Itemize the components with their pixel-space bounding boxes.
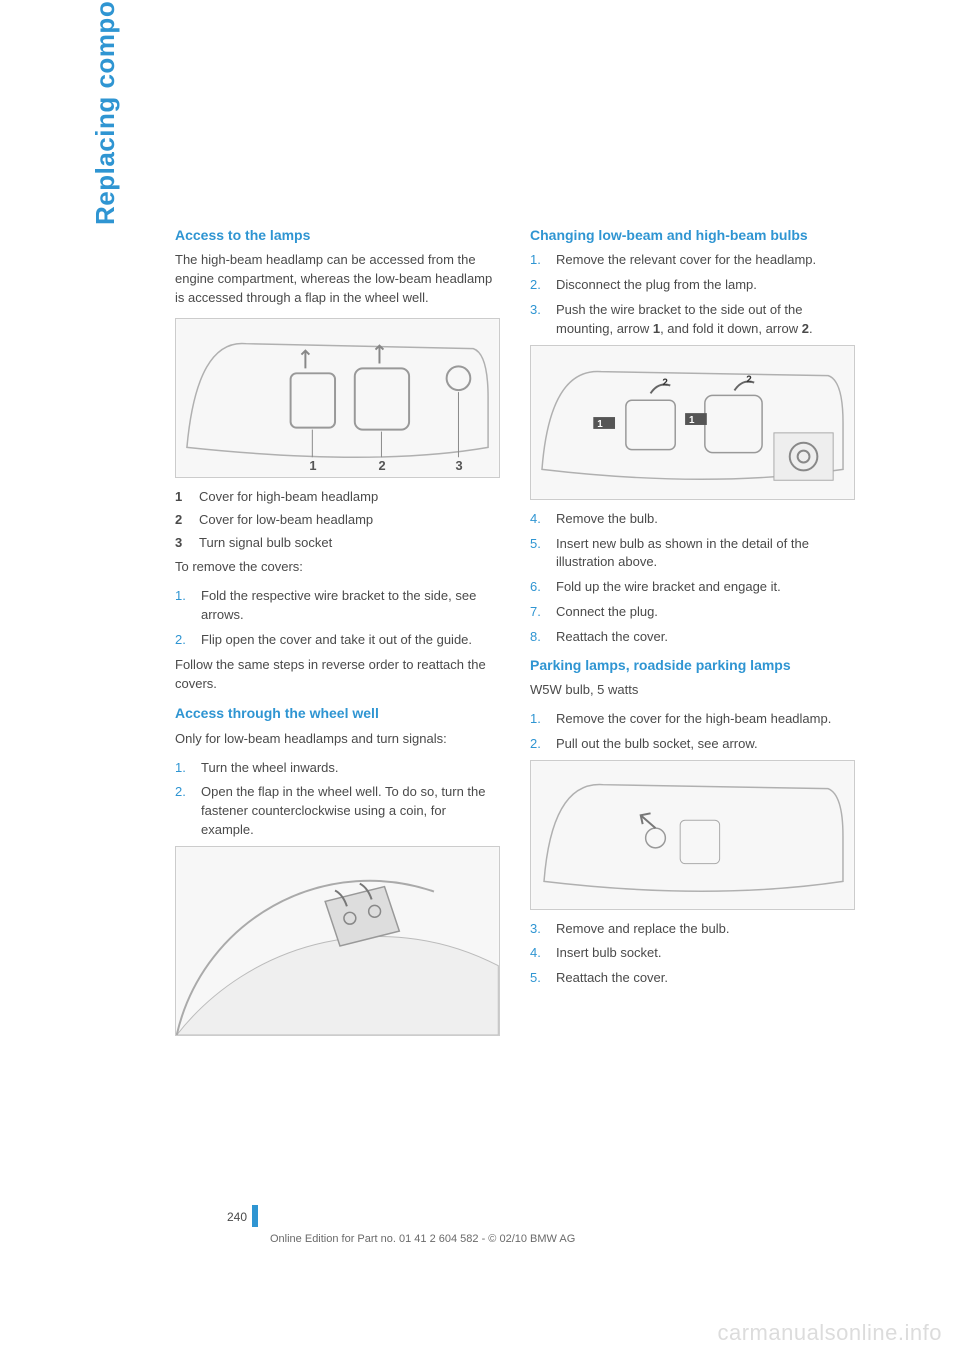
step-text: Insert new bulb as shown in the detail o… [556, 535, 855, 573]
step-row: 1. Turn the wheel inwards. [175, 759, 500, 778]
step-row: 1. Remove the cover for the high-beam he… [530, 710, 855, 729]
svg-text:2: 2 [746, 374, 752, 385]
step-row: 2. Pull out the bulb socket, see arrow. [530, 735, 855, 754]
figure-wheel-well [175, 846, 500, 1036]
step-num: 2. [530, 735, 548, 754]
right-column: Changing low-beam and high-beam bulbs 1.… [530, 225, 855, 1046]
heading-access-lamps: Access to the lamps [175, 225, 500, 245]
step-text: Remove the cover for the high-beam headl… [556, 710, 855, 729]
para: Only for low-beam headlamps and turn sig… [175, 730, 500, 749]
legend-num: 2 [175, 511, 189, 530]
legend-text: Cover for low-beam headlamp [199, 511, 500, 530]
step-text: Flip open the cover and take it out of t… [201, 631, 500, 650]
svg-text:2: 2 [378, 458, 385, 473]
step-row: 4. Insert bulb socket. [530, 944, 855, 963]
step-row: 3. Push the wire bracket to the side out… [530, 301, 855, 339]
legend-row: 3 Turn signal bulb socket [175, 534, 500, 553]
footer-text: Online Edition for Part no. 01 41 2 604 … [270, 1233, 575, 1245]
step-row: 2. Disconnect the plug from the lamp. [530, 276, 855, 295]
svg-text:1: 1 [597, 419, 603, 430]
page-number: 240 [227, 1210, 247, 1224]
step-num: 8. [530, 628, 548, 647]
para: The high-beam headlamp can be accessed f… [175, 251, 500, 308]
page: Replacing components Access to the lamps… [0, 0, 960, 1358]
step-num: 3. [530, 920, 548, 939]
section-tab: Replacing components [90, 0, 121, 225]
step-text: Connect the plug. [556, 603, 855, 622]
step-text: Push the wire bracket to the side out of… [556, 301, 855, 339]
step-text: Fold the respective wire bracket to the … [201, 587, 500, 625]
step-text: Insert bulb socket. [556, 944, 855, 963]
step-text: Pull out the bulb socket, see arrow. [556, 735, 855, 754]
figure-bulb-bracket: 1 1 2 2 [530, 345, 855, 500]
legend-num: 3 [175, 534, 189, 553]
step-text: Remove the relevant cover for the headla… [556, 251, 855, 270]
step-text: Reattach the cover. [556, 969, 855, 988]
step-text: Open the flap in the wheel well. To do s… [201, 783, 500, 840]
heading-parking-lamps: Parking lamps, roadside parking lamps [530, 655, 855, 675]
step-num: 5. [530, 535, 548, 573]
legend-text: Cover for high-beam headlamp [199, 488, 500, 507]
watermark: carmanualsonline.info [717, 1320, 942, 1346]
step-row: 2. Open the flap in the wheel well. To d… [175, 783, 500, 840]
para: To remove the covers: [175, 558, 500, 577]
step-num: 6. [530, 578, 548, 597]
step-text: Fold up the wire bracket and engage it. [556, 578, 855, 597]
page-number-bar [252, 1205, 258, 1227]
text: , and fold it down, arrow [660, 321, 802, 336]
step-num: 1. [175, 587, 193, 625]
svg-text:1: 1 [309, 458, 316, 473]
figure-parking-lamp [530, 760, 855, 910]
step-row: 5. Insert new bulb as shown in the detai… [530, 535, 855, 573]
heading-wheel-well: Access through the wheel well [175, 703, 500, 723]
step-num: 5. [530, 969, 548, 988]
legend-num: 1 [175, 488, 189, 507]
step-num: 4. [530, 944, 548, 963]
step-num: 7. [530, 603, 548, 622]
bold-ref: 2 [802, 321, 809, 336]
content-area: Access to the lamps The high-beam headla… [175, 225, 855, 1046]
step-text: Remove and replace the bulb. [556, 920, 855, 939]
step-num: 3. [530, 301, 548, 339]
legend-text: Turn signal bulb socket [199, 534, 500, 553]
step-text: Disconnect the plug from the lamp. [556, 276, 855, 295]
step-row: 8. Reattach the cover. [530, 628, 855, 647]
step-num: 1. [530, 251, 548, 270]
step-num: 2. [530, 276, 548, 295]
step-row: 2. Flip open the cover and take it out o… [175, 631, 500, 650]
svg-text:1: 1 [689, 415, 695, 426]
step-row: 1. Remove the relevant cover for the hea… [530, 251, 855, 270]
left-column: Access to the lamps The high-beam headla… [175, 225, 500, 1046]
step-text: Reattach the cover. [556, 628, 855, 647]
step-num: 1. [175, 759, 193, 778]
legend-row: 1 Cover for high-beam headlamp [175, 488, 500, 507]
step-num: 4. [530, 510, 548, 529]
bold-ref: 1 [653, 321, 660, 336]
svg-text:3: 3 [456, 458, 463, 473]
legend-row: 2 Cover for low-beam headlamp [175, 511, 500, 530]
step-row: 6. Fold up the wire bracket and engage i… [530, 578, 855, 597]
step-row: 5. Reattach the cover. [530, 969, 855, 988]
para: W5W bulb, 5 watts [530, 681, 855, 700]
step-row: 4. Remove the bulb. [530, 510, 855, 529]
step-row: 7. Connect the plug. [530, 603, 855, 622]
step-row: 3. Remove and replace the bulb. [530, 920, 855, 939]
text: . [809, 321, 813, 336]
step-num: 2. [175, 783, 193, 840]
svg-text:2: 2 [662, 377, 668, 388]
step-row: 1. Fold the respective wire bracket to t… [175, 587, 500, 625]
para: Follow the same steps in reverse order t… [175, 656, 500, 694]
step-text: Turn the wheel inwards. [201, 759, 500, 778]
step-text: Remove the bulb. [556, 510, 855, 529]
step-num: 2. [175, 631, 193, 650]
figure-headlamp-back: 1 2 3 [175, 318, 500, 478]
step-num: 1. [530, 710, 548, 729]
heading-changing-bulbs: Changing low-beam and high-beam bulbs [530, 225, 855, 245]
